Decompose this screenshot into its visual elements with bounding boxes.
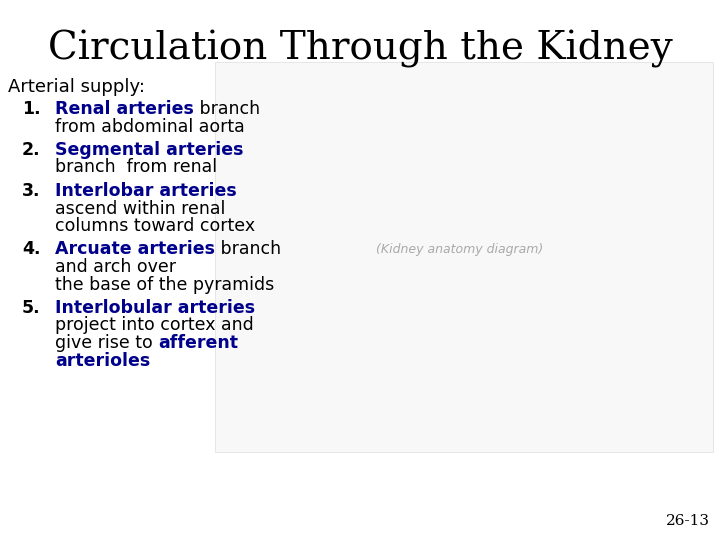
Text: branch: branch <box>215 240 281 259</box>
Bar <box>215 62 713 452</box>
Text: 2.: 2. <box>22 141 40 159</box>
Text: afferent: afferent <box>158 334 238 352</box>
Text: branch: branch <box>194 100 260 118</box>
Text: Circulation Through the Kidney: Circulation Through the Kidney <box>48 30 672 68</box>
Text: 26-13: 26-13 <box>666 514 710 528</box>
Text: ascend within renal: ascend within renal <box>55 199 225 218</box>
Text: the base of the pyramids: the base of the pyramids <box>55 275 274 294</box>
Text: arterioles: arterioles <box>55 352 150 369</box>
Text: 1.: 1. <box>22 100 40 118</box>
Text: Arterial supply:: Arterial supply: <box>8 78 145 96</box>
Text: 4.: 4. <box>22 240 40 259</box>
Text: Segmental arteries: Segmental arteries <box>55 141 243 159</box>
Text: Interlobar arteries: Interlobar arteries <box>55 182 237 200</box>
Text: 5.: 5. <box>22 299 40 317</box>
Text: give rise to: give rise to <box>55 334 158 352</box>
Text: Renal arteries: Renal arteries <box>55 100 194 118</box>
Text: Arcuate arteries: Arcuate arteries <box>55 240 215 259</box>
Text: 3.: 3. <box>22 182 40 200</box>
Text: Interlobular arteries: Interlobular arteries <box>55 299 255 317</box>
Text: columns toward cortex: columns toward cortex <box>55 217 255 235</box>
Text: and arch over: and arch over <box>55 258 176 276</box>
Text: (Kidney anatomy diagram): (Kidney anatomy diagram) <box>377 244 544 256</box>
Text: from abdominal aorta: from abdominal aorta <box>55 118 245 136</box>
Text: project into cortex and: project into cortex and <box>55 316 253 334</box>
Text: branch  from renal: branch from renal <box>55 159 217 177</box>
